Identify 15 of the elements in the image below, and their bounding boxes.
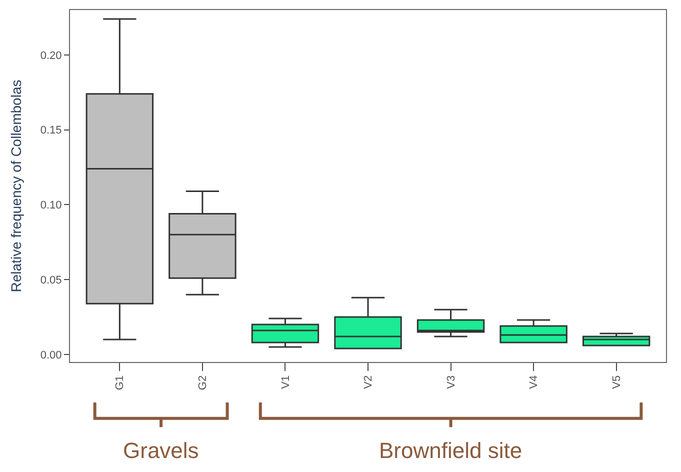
x-tick-label: V5	[610, 375, 623, 389]
x-tick-label: V1	[280, 375, 292, 389]
text: Gravels	[123, 438, 199, 463]
x-tick-label: V2	[362, 375, 375, 389]
y-tick-label: 0.05	[40, 274, 62, 286]
y-tick-label: 0.00	[40, 349, 62, 362]
y-axis-title: Relative frequency of Collembolas	[8, 80, 24, 292]
y-tick-label: 0.15	[40, 124, 62, 137]
x-tick-label: G1	[114, 375, 126, 390]
x-tick-label: V4	[528, 375, 540, 389]
text: Brownfield site	[379, 438, 522, 463]
y-tick-label: 0.20	[40, 50, 62, 62]
x-tick-label: G2	[197, 375, 210, 390]
x-tick-label: V3	[445, 375, 458, 389]
y-tick-label: 0.10	[40, 200, 62, 212]
